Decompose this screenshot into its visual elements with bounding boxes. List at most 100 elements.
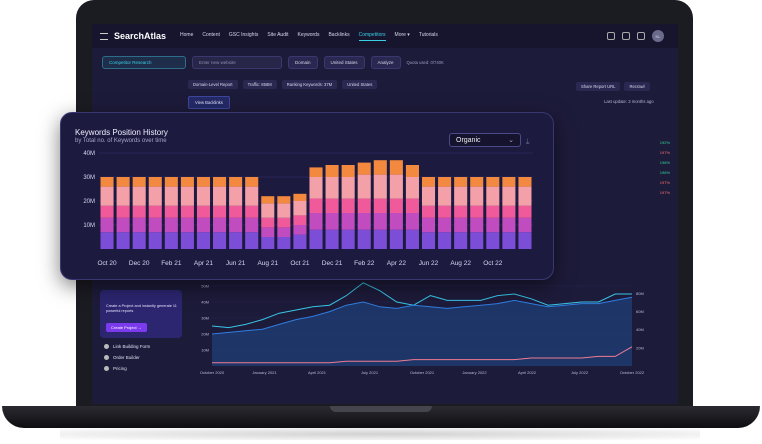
organic-select-value: Organic — [456, 136, 481, 144]
main-nav: Home Content GSC Insights Site Audit Keyword… — [180, 32, 438, 41]
bar-segment — [373, 160, 387, 175]
bar-segment — [454, 232, 468, 249]
nav-item-tutorials[interactable]: Tutorials — [418, 31, 438, 38]
x-tick-label: April 2021 — [308, 370, 327, 375]
x-tick-label: January 2022 — [462, 370, 487, 375]
keywords-bar-chart: 10M 20M 30M 40M Oct 20 Dec 20 Feb 21 Apr 21 Jun … — [83, 151, 533, 267]
bar-segment — [454, 205, 468, 218]
bar-segment — [438, 205, 452, 218]
bar-segment — [405, 229, 419, 249]
bar-segment — [421, 186, 436, 206]
series-line — [211, 282, 632, 329]
x-tick-label: October 2022 — [620, 370, 645, 375]
bar-segment — [196, 217, 211, 233]
bar-segment — [293, 234, 307, 249]
bar-segment — [518, 177, 532, 187]
bar-segment — [261, 203, 275, 218]
bar-segment — [100, 217, 114, 233]
laptop-shadow — [60, 428, 700, 440]
sidebar-link-label: Order Builder — [113, 355, 140, 360]
bar-segment — [341, 198, 355, 213]
bar-segment — [325, 198, 339, 213]
bar-segment — [373, 229, 387, 249]
country-select[interactable]: United States — [323, 56, 365, 69]
mode-select[interactable]: Domain — [288, 56, 318, 69]
bar-segment — [277, 217, 291, 228]
nav-item-site-audit[interactable]: Site Audit — [267, 31, 289, 38]
nav-item-gsc-insights[interactable]: GSC Insights — [228, 31, 259, 38]
bar-segment — [438, 232, 452, 249]
bar-segment — [389, 198, 403, 213]
view-backlinks-button[interactable]: View Backlinks — [188, 96, 230, 109]
y-tick-label: 40M — [83, 151, 95, 157]
create-project-button[interactable]: Create Project → — [106, 323, 147, 332]
bar-segment — [148, 232, 162, 249]
screen-icon[interactable] — [607, 32, 615, 40]
research-toolbar: Competitor Research Enter new website Do… — [102, 56, 444, 69]
bar-segment — [357, 229, 371, 249]
laptop-base — [2, 406, 760, 428]
sidebar-link[interactable]: Link Building Form — [104, 344, 150, 349]
bar-segment — [293, 193, 307, 201]
gear-icon[interactable] — [637, 32, 645, 40]
last-update-text: Last update: 3 months ago — [604, 99, 654, 104]
bar-segment — [373, 198, 387, 213]
website-input[interactable]: Enter new website — [192, 56, 282, 69]
y-left-tick-label: 50M — [201, 284, 209, 289]
top-icons: KL — [607, 30, 664, 42]
bar-segment — [277, 237, 291, 249]
bar-segment — [148, 186, 162, 206]
y-left-tick-label: 30M — [201, 316, 209, 321]
bar-segment — [389, 174, 403, 199]
app-logo: SearchAtlas — [114, 31, 167, 41]
create-project-promo: Create a Project and instantly generate … — [100, 290, 182, 338]
bar-segment — [245, 177, 259, 187]
bar-segment — [502, 217, 516, 233]
metric-row: 198% — [532, 160, 670, 165]
x-tick-label: Oct 22 — [483, 260, 503, 267]
analyze-button[interactable]: Analyze — [370, 56, 401, 69]
bar-segment — [341, 213, 355, 230]
sidebar-link[interactable]: Pricing — [104, 366, 150, 371]
bar-segment — [132, 205, 146, 218]
bar-segment — [502, 186, 516, 206]
nav-item-keywords[interactable]: Keywords — [297, 31, 320, 38]
bar-segment — [293, 215, 307, 225]
bar-segment — [518, 205, 532, 218]
bar-segment — [309, 167, 323, 177]
download-icon[interactable]: ⤓ — [526, 137, 530, 146]
x-tick-label: July 2021 — [361, 370, 379, 375]
menu-icon[interactable] — [100, 32, 108, 40]
y-left-tick-label: 10M — [201, 348, 209, 353]
nav-item-home[interactable]: Home — [180, 31, 194, 38]
x-tick-label: Dec 20 — [129, 260, 150, 267]
bar-segment — [341, 177, 355, 199]
metric-value: 198% — [659, 170, 670, 175]
report-chip: Domain-Level Report — [188, 80, 238, 89]
metric-value: 192% — [659, 140, 670, 145]
bar-segment — [486, 217, 500, 233]
nav-item-competitors[interactable]: Competitors — [358, 32, 386, 41]
card-title: Keywords Position History — [75, 128, 168, 137]
keywords-position-card: 10M 20M 30M 40M Oct 20 Dec 20 Feb 21 Apr 21 Jun … — [60, 112, 554, 280]
x-tick-label: Feb 21 — [161, 260, 182, 267]
sidebar-link[interactable]: Order Builder — [104, 355, 150, 360]
bar-segment — [196, 232, 211, 249]
share-report-button[interactable]: Share Report URL — [576, 82, 621, 91]
bar-segment — [405, 198, 419, 213]
recrawl-button[interactable]: Recrawl — [624, 82, 650, 91]
bar-segment — [148, 217, 162, 233]
bar-segment — [196, 186, 211, 206]
bell-icon[interactable] — [622, 32, 630, 40]
nav-item-content[interactable]: Content — [202, 31, 220, 38]
bar-segment — [229, 186, 243, 206]
nav-item-more[interactable]: More ▾ — [394, 31, 410, 38]
organic-select[interactable]: Organic ⌄ — [449, 133, 521, 147]
avatar[interactable]: KL — [652, 30, 664, 42]
bar-segment — [325, 229, 339, 249]
chevron-down-icon: ⌄ — [508, 137, 514, 144]
competitor-research-button[interactable]: Competitor Research — [102, 56, 186, 69]
nav-item-backlinks[interactable]: Backlinks — [328, 31, 350, 38]
bar-segment — [229, 217, 243, 233]
metric-value: 197% — [659, 180, 670, 185]
